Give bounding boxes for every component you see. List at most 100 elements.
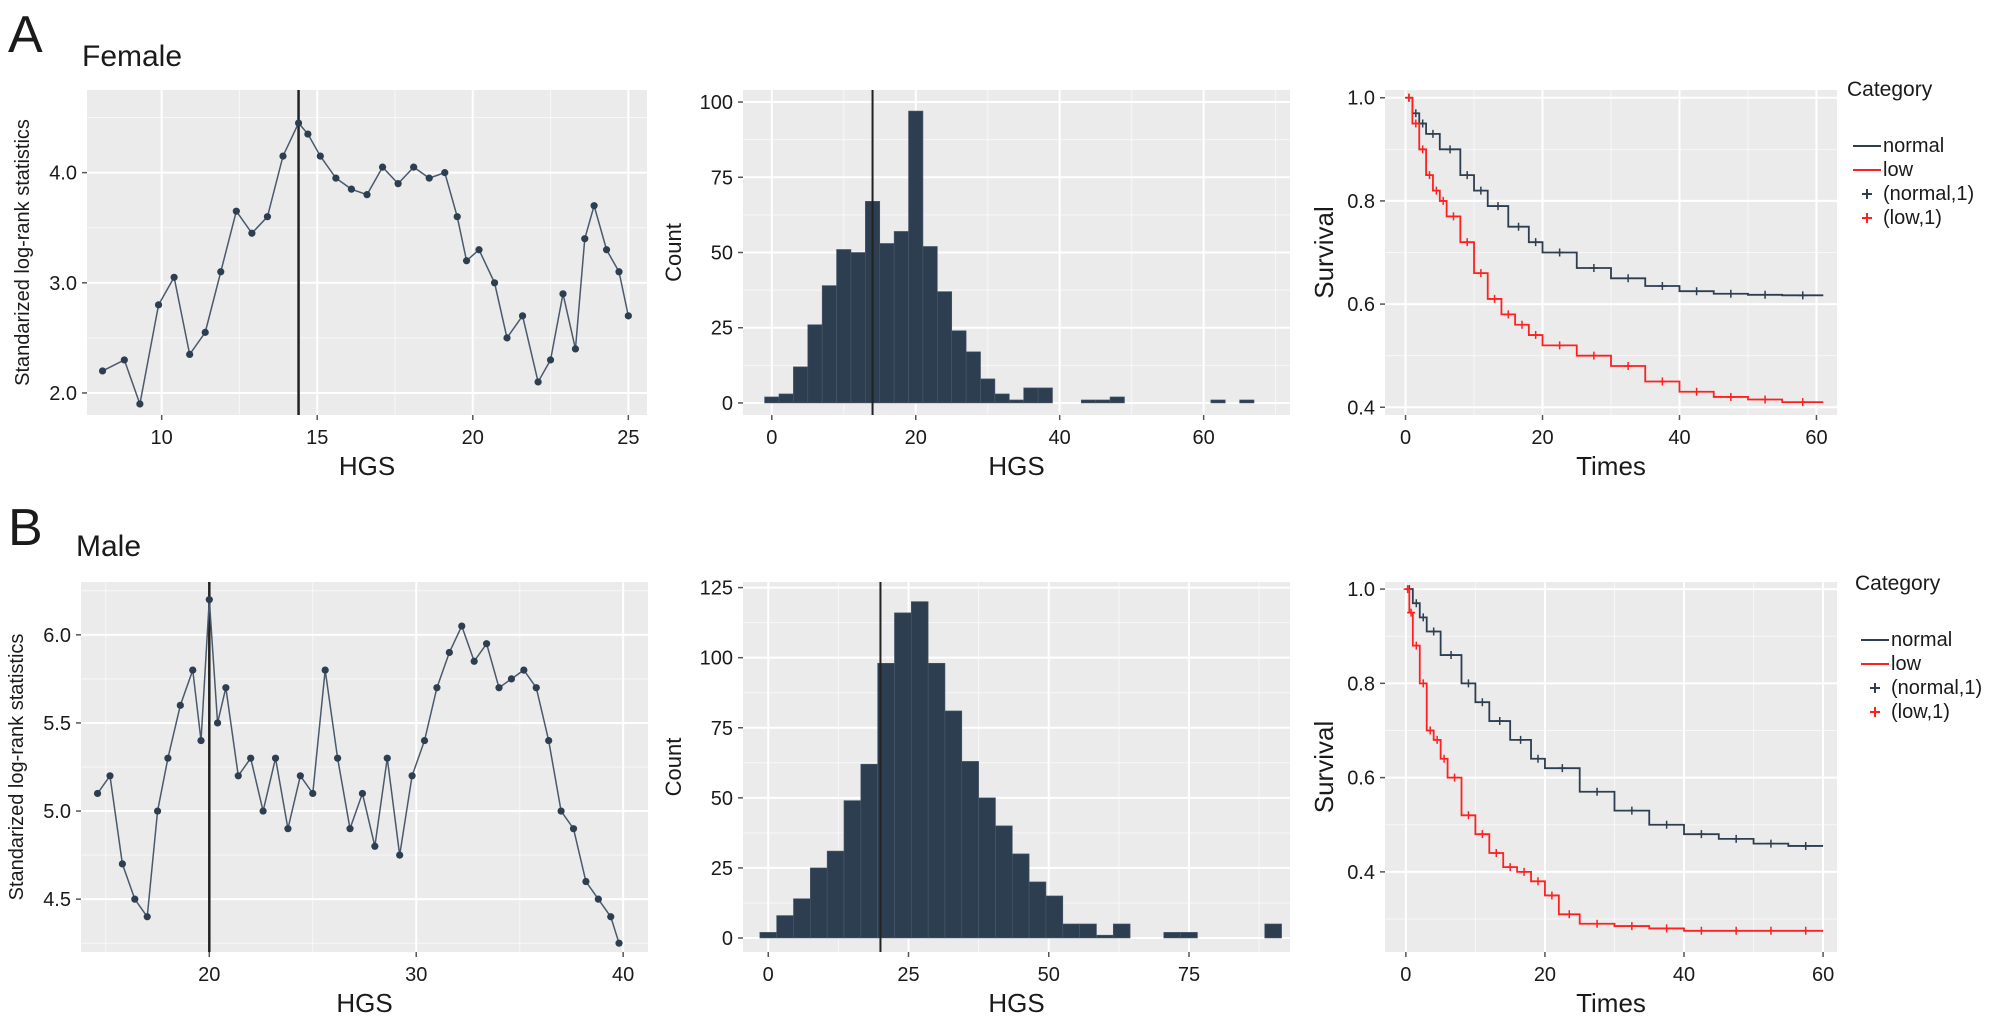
censor-mark-normal: [1761, 290, 1770, 299]
histogram-bar: [821, 285, 837, 404]
censor-mark-low: [1440, 754, 1449, 763]
histogram-bar: [793, 366, 809, 404]
censor-mark-normal: [1514, 222, 1523, 231]
histogram-bar: [836, 249, 852, 404]
statistic-point: [518, 312, 527, 320]
y-tick-label: 100: [700, 92, 733, 114]
plot-background: [1385, 582, 1837, 952]
statistic-point: [602, 246, 611, 254]
plot-background: [87, 90, 647, 415]
statistic-point: [120, 356, 128, 364]
y-axis-title: Survival: [1309, 206, 1339, 298]
histogram-bar: [995, 825, 1013, 939]
x-axis-title: HGS: [988, 451, 1044, 481]
statistic-point: [433, 684, 441, 692]
statistic-point: [347, 185, 356, 193]
x-tick-label: 10: [151, 427, 173, 449]
x-axis-title: HGS: [988, 988, 1044, 1017]
censor-mark-low: [1565, 910, 1574, 919]
x-tick-label: 0: [763, 964, 774, 986]
chart-b2: 0 25 50 75 0 25 50 75 100 125 HGS Count: [661, 578, 1290, 1017]
histogram-bar: [1037, 387, 1053, 404]
histogram-bar: [978, 797, 996, 939]
censor-mark-low: [1425, 171, 1434, 180]
histogram-bar: [980, 378, 996, 404]
histogram-bar: [1080, 399, 1096, 404]
censor-mark-normal: [1658, 282, 1667, 291]
statistic-point: [106, 772, 114, 780]
censor-mark-normal: [1495, 717, 1504, 726]
histogram-bar: [894, 612, 912, 939]
statistic-point: [316, 152, 324, 160]
censor-mark-normal: [1555, 248, 1564, 257]
histogram-bar: [1096, 934, 1114, 939]
x-axis-title: HGS: [339, 451, 395, 481]
statistic-point: [271, 754, 280, 762]
histogram-bar: [1264, 923, 1282, 939]
x-tick-label: 50: [1038, 964, 1060, 986]
x-tick-label: 20: [905, 427, 927, 449]
y-axis-title: Count: [661, 223, 686, 282]
y-axis-title: Survival: [1309, 721, 1339, 813]
censor-mark-low: [1492, 849, 1501, 858]
statistic-point: [503, 334, 511, 342]
histogram-bar: [778, 393, 794, 404]
statistic-point: [201, 328, 209, 336]
statistic-line: [102, 121, 630, 407]
y-tick-label: 50: [711, 243, 733, 265]
statistic-point: [534, 378, 542, 386]
statistic-point: [371, 842, 379, 850]
panel-title-female: Female: [82, 40, 182, 73]
x-tick-label: 40: [612, 964, 634, 986]
censor-mark-normal: [1531, 238, 1540, 247]
legend-label: normal: [1891, 629, 1952, 651]
chart-b1: 20 30 40 4.5 5.0 5.5 6.0 HGS Standarized log-ran…: [6, 582, 648, 1017]
statistic-point: [294, 119, 303, 127]
censor-mark-normal: [1726, 289, 1735, 298]
histogram-bar: [1109, 396, 1125, 404]
statistic-point: [170, 273, 178, 281]
censor-mark-low: [1433, 735, 1442, 744]
histogram-bar: [759, 932, 777, 939]
statistic-point: [559, 290, 567, 298]
statistic-point: [279, 152, 287, 160]
censor-mark-low: [1418, 145, 1427, 154]
censor-mark-low: [1555, 341, 1564, 350]
censor-mark-low: [1464, 811, 1473, 820]
x-tick-label: 30: [405, 964, 427, 986]
y-tick-label: 5.5: [43, 713, 71, 735]
histogram-bar: [893, 231, 909, 404]
statistic-point: [383, 754, 391, 762]
statistic-point: [213, 719, 222, 727]
statistic-point: [396, 851, 404, 859]
histogram-bar: [1112, 923, 1131, 939]
censor-mark-normal: [1428, 129, 1437, 138]
censor-mark-normal: [1464, 679, 1473, 688]
statistic-point: [441, 169, 449, 177]
histogram-bar: [908, 110, 924, 404]
censor-mark-low: [1463, 238, 1472, 247]
censor-mark-low: [1692, 387, 1701, 396]
histogram-bar: [793, 898, 811, 939]
statistic-point: [470, 657, 478, 665]
censor-mark-normal: [1798, 291, 1807, 300]
y-axis-title: Count: [661, 738, 686, 797]
chart-a2: 0 20 40 60 0 25 50 75 100 HGS Count: [661, 90, 1290, 481]
y-tick-label: 75: [711, 167, 733, 189]
legend-title: Category: [1847, 78, 1933, 101]
statistic-point: [507, 675, 516, 683]
statistic-point: [154, 301, 163, 309]
statistic-point: [495, 684, 503, 692]
legend-key-cross: [1862, 213, 1872, 223]
statistic-point: [520, 666, 528, 674]
censor-mark-low: [1627, 922, 1636, 931]
statistic-point: [197, 736, 205, 745]
histogram-bar: [1011, 853, 1030, 939]
censor-mark-low: [1531, 331, 1540, 340]
histogram-bar: [1023, 387, 1039, 404]
legend-label: low: [1883, 159, 1914, 181]
censor-mark-low: [1589, 351, 1598, 360]
y-tick-label: 125: [700, 578, 733, 600]
x-tick-label: 20: [462, 427, 484, 449]
legend-key-cross: [1862, 189, 1872, 199]
